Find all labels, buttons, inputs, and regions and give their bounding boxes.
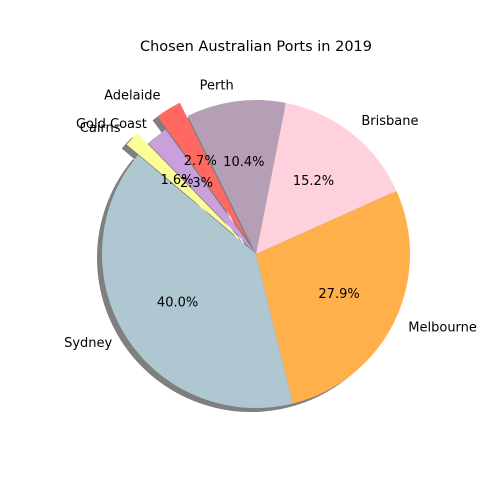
pie-slice-melbourne — [256, 190, 411, 404]
slice-pct-label-perth: 10.4% — [223, 155, 264, 170]
slice-label-melbourne: Melbourne — [408, 321, 477, 336]
slice-pct-label-brisbane: 15.2% — [293, 174, 334, 189]
slice-layer — [101, 99, 411, 409]
slice-pct-label-melbourne: 27.9% — [318, 287, 359, 302]
pie-slice-perth — [187, 99, 286, 254]
pie-slice-sydney — [101, 155, 293, 409]
pie-slice-brisbane — [256, 102, 397, 255]
pie-slice-adelaide — [157, 102, 249, 241]
slice-pct-label-gold-coast: 2.3% — [180, 176, 213, 191]
slice-pct-label-sydney: 40.0% — [157, 295, 198, 310]
slice-label-gold-coast: Gold Coast — [76, 117, 147, 132]
label-layer: Sydney 40.0% Melbourne 27.9% Brisbane 15.2% Pe… — [64, 79, 477, 352]
pie-slice-cairns — [126, 133, 245, 244]
pie-slice-gold-coast — [148, 129, 256, 254]
slice-pct-label-cairns: 1.6% — [160, 173, 193, 188]
slice-label-adelaide: Adelaide — [104, 88, 160, 103]
chart-title: Chosen Australian Ports in 2019 — [140, 39, 372, 55]
slice-label-cairns: Cairns — [80, 121, 121, 136]
slice-label-sydney: Sydney — [64, 336, 112, 351]
slice-label-brisbane: Brisbane — [361, 114, 418, 129]
slice-label-perth: Perth — [200, 79, 234, 94]
slice-pct-label-adelaide: 2.7% — [184, 154, 217, 169]
